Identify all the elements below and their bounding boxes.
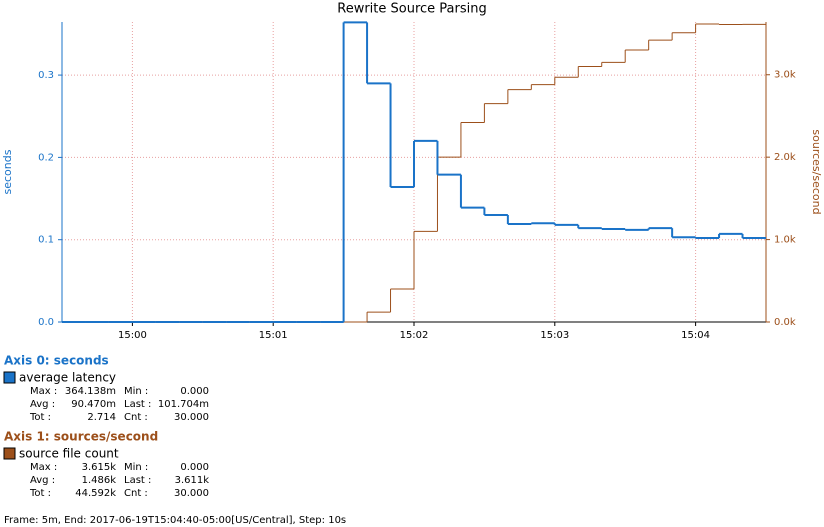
x-tick-label: 15:02 xyxy=(400,330,429,341)
stat-value: 30.000 xyxy=(174,488,209,499)
x-tick-label: 15:01 xyxy=(259,330,288,341)
stat-value: 1.486k xyxy=(82,475,117,486)
y-tick-label: 0.1 xyxy=(38,235,54,246)
stat-label: Last : xyxy=(124,475,151,486)
x-tick-label: 15:04 xyxy=(681,330,710,341)
stat-label: Tot : xyxy=(29,412,51,423)
stat-value: 3.615k xyxy=(82,462,117,473)
stat-label: Avg : xyxy=(30,475,55,486)
stat-value: 3.611k xyxy=(175,475,210,486)
legend-entry: average latency xyxy=(19,371,116,385)
stat-label: Cnt : xyxy=(124,488,148,499)
footer: Frame: 5m, End: 2017-06-19T15:04:40-05:0… xyxy=(4,515,346,526)
stat-label: Last : xyxy=(124,399,151,410)
y-tick-label: 0.0 xyxy=(38,317,54,328)
stat-value: 0.000 xyxy=(180,386,209,397)
stat-value: 90.470m xyxy=(71,399,116,410)
legend-swatch xyxy=(3,447,16,460)
y2-tick-label: 1.0k xyxy=(774,235,796,246)
stat-value: 2.714 xyxy=(87,412,116,423)
stat-value: 30.000 xyxy=(174,412,209,423)
chart-title: Rewrite Source Parsing xyxy=(337,2,487,17)
stat-label: Min : xyxy=(124,462,148,473)
legend-entry: source file count xyxy=(19,447,119,461)
stat-value: 44.592k xyxy=(75,488,116,499)
stat-value: 364.138m xyxy=(65,386,116,397)
y2-tick-label: 0.0k xyxy=(774,317,796,328)
y-tick-label: 0.3 xyxy=(38,70,54,81)
legend-swatch xyxy=(3,371,16,384)
stat-label: Min : xyxy=(124,386,148,397)
stat-value: 0.000 xyxy=(180,462,209,473)
y2-tick-label: 2.0k xyxy=(774,152,796,163)
legend-heading: Axis 0: seconds xyxy=(4,354,109,368)
legend-heading: Axis 1: sources/second xyxy=(4,430,158,444)
stat-value: 101.704m xyxy=(158,399,209,410)
x-tick-label: 15:03 xyxy=(540,330,569,341)
stat-label: Avg : xyxy=(30,399,55,410)
stat-label: Max : xyxy=(30,386,57,397)
y-axis-label: seconds xyxy=(1,149,14,194)
x-tick-label: 15:00 xyxy=(118,330,147,341)
y2-axis-label: sources/second xyxy=(810,129,823,214)
stat-label: Max : xyxy=(30,462,57,473)
stat-label: Cnt : xyxy=(124,412,148,423)
y-tick-label: 0.2 xyxy=(38,152,54,163)
y2-tick-label: 3.0k xyxy=(774,70,796,81)
stat-label: Tot : xyxy=(29,488,51,499)
